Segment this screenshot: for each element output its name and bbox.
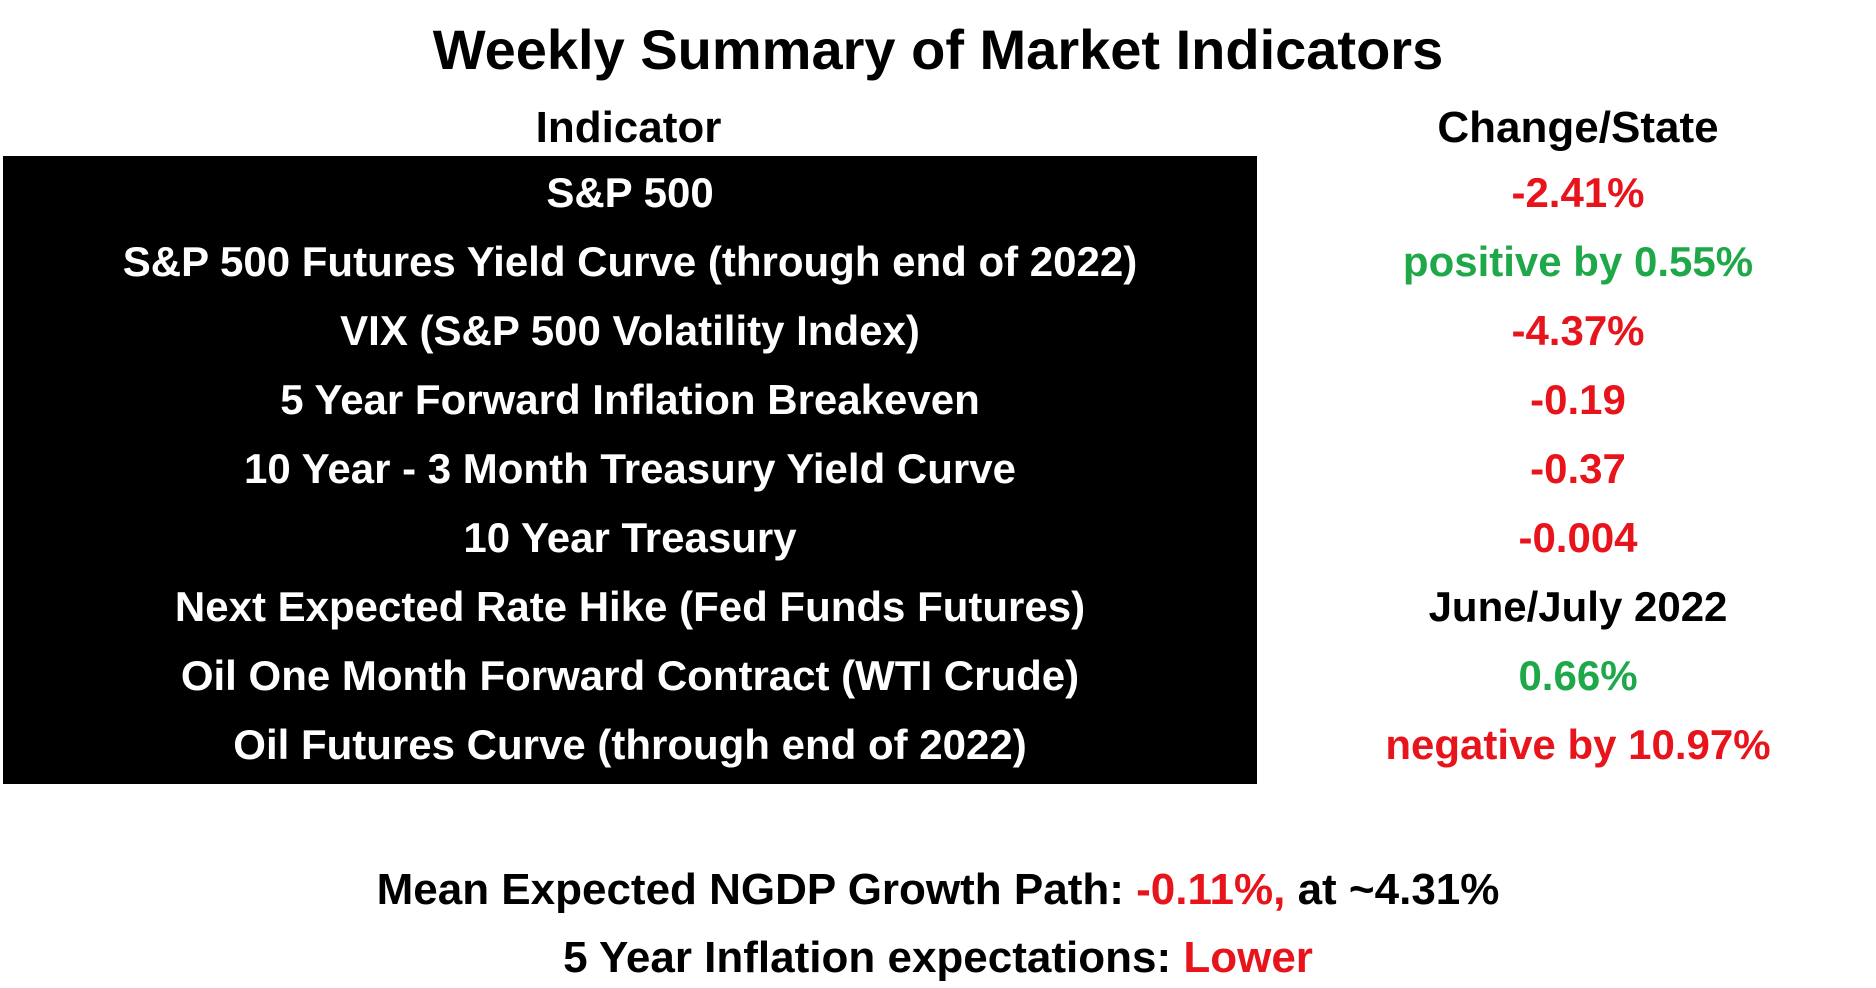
ngdp-change: -0.11%, [1136,865,1286,914]
indicator-change: -0.37 [1530,445,1626,492]
table-row: 5 Year Forward Inflation Breakeven -0.19 [0,365,1876,434]
table-row: S&P 500 -2.41% [0,158,1876,227]
indicator-change: -4.37% [1511,307,1645,354]
indicator-change: June/July 2022 [1428,583,1728,630]
ngdp-label: Mean Expected NGDP Growth Path: [376,865,1137,914]
indicator-panel [3,156,1257,784]
table-row: S&P 500 Futures Yield Curve (through end… [0,227,1876,296]
inflation-label: 5 Year Inflation expectations: [563,933,1184,982]
indicator-name: 5 Year Forward Inflation Breakeven [280,376,980,423]
table-row: Oil One Month Forward Contract (WTI Crud… [0,641,1876,710]
table-row: 10 Year - 3 Month Treasury Yield Curve -0… [0,434,1876,503]
inflation-summary: 5 Year Inflation expectations: Lower [0,928,1876,988]
indicator-change: positive by 0.55% [1402,238,1754,285]
indicator-name: S&P 500 [546,169,714,216]
indicator-name: Next Expected Rate Hike (Fed Funds Futur… [174,583,1086,630]
indicator-change: -2.41% [1511,169,1645,216]
indicator-change: negative by 10.97% [1385,721,1771,768]
indicator-change: -0.004 [1518,514,1638,561]
indicator-change: 0.66% [1518,652,1638,699]
indicator-name: S&P 500 Futures Yield Curve (through end… [122,238,1138,285]
indicator-change: -0.19 [1530,376,1626,423]
ngdp-summary: Mean Expected NGDP Growth Path: -0.11%, … [0,860,1876,920]
table-row: 10 Year Treasury -0.004 [0,503,1876,572]
indicator-name: Oil One Month Forward Contract (WTI Crud… [180,652,1080,699]
indicator-name: Oil Futures Curve (through end of 2022) [233,721,1027,768]
indicator-column-header: Indicator [535,103,722,152]
table-row: Next Expected Rate Hike (Fed Funds Futur… [0,572,1876,641]
ngdp-level: at ~4.31% [1285,865,1500,914]
change-column-header: Change/State [1437,103,1719,152]
page-title: Weekly Summary of Market Indicators [432,18,1444,81]
indicator-name: 10 Year - 3 Month Treasury Yield Curve [244,445,1016,492]
indicator-name: 10 Year Treasury [463,514,797,561]
inflation-value: Lower [1183,933,1313,982]
indicator-name: VIX (S&P 500 Volatility Index) [340,307,920,354]
table-row: VIX (S&P 500 Volatility Index) -4.37% [0,296,1876,365]
table-row: Oil Futures Curve (through end of 2022) n… [0,710,1876,779]
